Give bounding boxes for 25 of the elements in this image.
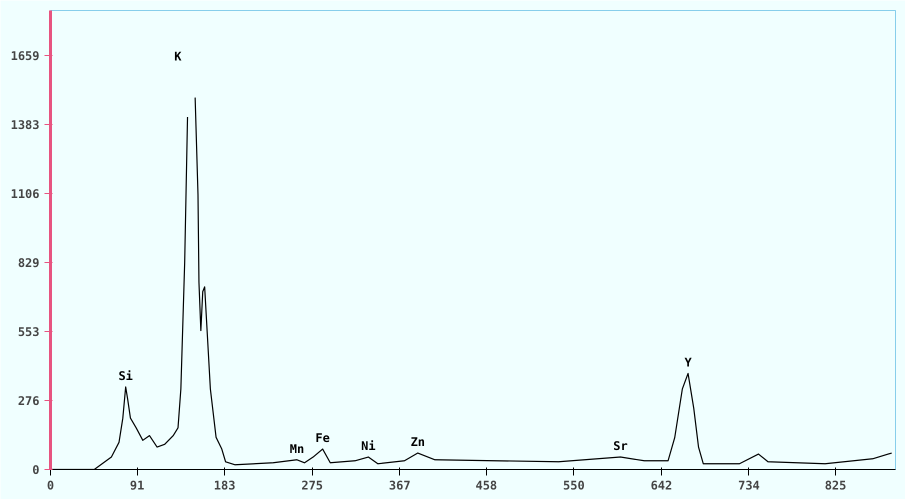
annotation: Zn bbox=[410, 435, 426, 450]
x-tick-label: 367 bbox=[388, 478, 411, 492]
x-tick-label: 275 bbox=[301, 478, 324, 492]
x-tick-label: 91 bbox=[130, 478, 144, 492]
y-tick-label: 553 bbox=[18, 325, 40, 340]
y-tick-label: 1106 bbox=[10, 187, 40, 202]
annotation: Fe bbox=[315, 431, 330, 446]
annotation: Mn bbox=[290, 442, 304, 456]
x-tick-label: 642 bbox=[650, 478, 672, 492]
annotation: Ni bbox=[361, 439, 376, 454]
annotation: K bbox=[174, 49, 182, 64]
annotation: Si bbox=[118, 368, 133, 383]
y-tick-label: 1383 bbox=[10, 118, 40, 132]
x-tick-label: 550 bbox=[563, 478, 585, 492]
annotation: Sr bbox=[613, 439, 628, 454]
x-tick-label: 0 bbox=[46, 478, 54, 492]
y-tick-label: 829 bbox=[18, 256, 40, 270]
y-tick-label: 1659 bbox=[10, 49, 40, 64]
y-tick-label: 276 bbox=[18, 394, 40, 408]
x-tick-label: 734 bbox=[738, 478, 760, 492]
x-tick-label: 183 bbox=[214, 478, 236, 492]
y-tick-label: 0 bbox=[32, 463, 40, 477]
x-tick-label: 825 bbox=[824, 478, 846, 492]
x-tick-label: 458 bbox=[475, 478, 498, 492]
annotation: Y bbox=[684, 355, 692, 370]
